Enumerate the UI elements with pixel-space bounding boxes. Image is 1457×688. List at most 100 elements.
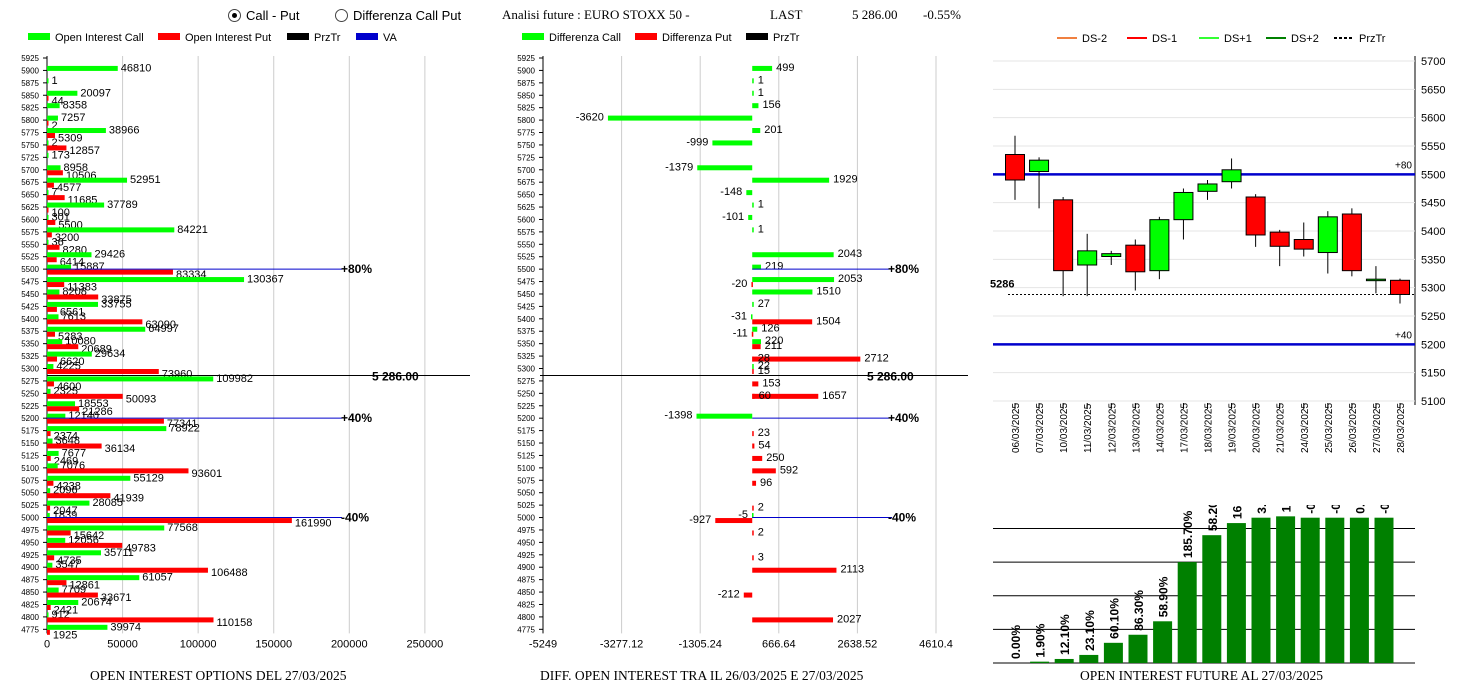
- call-bar: [47, 78, 49, 84]
- put-diff-bar: [752, 530, 754, 536]
- legend-label: Open Interest Call: [55, 32, 144, 44]
- call-bar: [47, 525, 165, 531]
- date-label: 18/03/2025: [1204, 403, 1215, 453]
- strike-label: 5225: [21, 402, 39, 411]
- call-value-label: 18553: [78, 398, 109, 410]
- call-value-label: 301: [52, 211, 70, 223]
- call-bar: [47, 65, 118, 71]
- legend-swatch: [28, 33, 50, 40]
- call-diff-value-label: -5: [738, 509, 748, 521]
- put-value-label: 4735: [57, 555, 81, 567]
- strike-label: 5600: [517, 215, 535, 224]
- put-diff-bar: [752, 555, 754, 561]
- legend-label: DS+2: [1291, 33, 1319, 45]
- strike-label: 4875: [21, 576, 39, 585]
- strike-label: 5300: [21, 365, 39, 374]
- strike-label: 5700: [21, 166, 39, 175]
- strike-label: 5050: [21, 489, 39, 498]
- call-bar: [47, 488, 51, 494]
- put-diff-bar: [752, 468, 776, 474]
- put-bar: [47, 170, 63, 176]
- strike-label: 5000: [517, 514, 535, 523]
- call-bar: [47, 128, 106, 134]
- future-bar: [1276, 516, 1296, 663]
- put-bar: [47, 406, 80, 412]
- future-bar: [1349, 517, 1369, 663]
- call-value-label: 78922: [169, 423, 200, 435]
- put-bar: [47, 530, 71, 536]
- call-bar: [47, 277, 245, 283]
- strike-label: 5750: [21, 141, 39, 150]
- put-value-label: 36134: [105, 443, 136, 455]
- call-bar: [47, 562, 53, 568]
- put-value-label: 15642: [74, 530, 105, 542]
- radio-differenza[interactable]: Differenza Call Put: [335, 8, 461, 23]
- strike-label: 5525: [21, 253, 39, 262]
- put-value-label: 5283: [58, 331, 82, 343]
- strike-label: 5075: [21, 476, 39, 485]
- x-tick-label: 666.64: [762, 638, 796, 650]
- put-diff-value-label: 153: [762, 377, 780, 389]
- footer-right: OPEN INTEREST FUTURE AL 27/03/2025: [1080, 668, 1324, 683]
- radio-call-put[interactable]: Call - Put: [228, 8, 299, 23]
- strike-label: 5075: [517, 476, 535, 485]
- strike-label: 5575: [517, 228, 535, 237]
- candle-body: [1173, 191, 1194, 221]
- put-diff-bar: [752, 505, 754, 511]
- call-bar: [47, 214, 49, 220]
- call-diff-value-label: -3620: [576, 112, 604, 124]
- strike-label: 5050: [517, 489, 535, 498]
- call-value-label: 39974: [110, 621, 141, 633]
- legend-label: Differenza Call: [549, 32, 621, 44]
- strike-label: 5125: [21, 451, 39, 460]
- put-diff-bar: [752, 344, 761, 350]
- call-bar: [47, 165, 61, 171]
- x-tick-label: 100000: [180, 638, 217, 650]
- strike-label: 5350: [517, 340, 535, 349]
- call-bar: [47, 177, 128, 183]
- strike-label: 4875: [517, 576, 535, 585]
- call-diff-bar: [752, 277, 835, 283]
- put-bar: [47, 182, 54, 188]
- strike-label: 5775: [21, 129, 39, 138]
- call-value-label: 28085: [92, 497, 123, 509]
- put-diff-bar: [743, 592, 753, 598]
- x-tick-label: -1305.24: [678, 638, 721, 650]
- put-diff-value-label: 23: [758, 427, 770, 439]
- level-label: +40: [1395, 330, 1412, 341]
- strike-label: 5725: [517, 153, 535, 162]
- bar-label: 185.70%: [1181, 510, 1195, 558]
- put-bar: [47, 344, 79, 350]
- put-bar: [47, 369, 159, 374]
- strike-label: 5275: [517, 377, 535, 386]
- put-bar: [47, 617, 214, 623]
- y-tick-label: 5350: [1421, 254, 1445, 266]
- put-bar: [47, 95, 49, 101]
- bar-label: 1.10%: [1280, 505, 1294, 512]
- call-value-label: 2: [52, 137, 58, 149]
- call-value-label: 7: [52, 187, 58, 199]
- put-diff-bar: [752, 431, 754, 437]
- call-bar: [47, 401, 76, 407]
- strike-label: 5025: [517, 501, 535, 510]
- put-bar: [47, 133, 56, 139]
- put-bar: [47, 505, 51, 511]
- put-value-label: 41939: [113, 493, 144, 505]
- call-bar: [47, 599, 79, 605]
- call-bar: [47, 103, 60, 109]
- strike-label: 5550: [21, 240, 39, 249]
- put-bar: [47, 207, 49, 213]
- strike-label: 5150: [21, 439, 39, 448]
- call-diff-value-label: 27: [758, 298, 770, 310]
- bar-label: 3.80%: [1255, 505, 1269, 514]
- call-diff-bar: [607, 115, 753, 121]
- put-bar: [47, 331, 55, 337]
- strike-label: 5675: [517, 178, 535, 187]
- put-diff-bar: [751, 331, 754, 337]
- call-value-label: 33755: [101, 298, 132, 310]
- call-diff-value-label: 201: [764, 124, 782, 136]
- put-value-label: 33671: [101, 592, 132, 604]
- strike-label: 4775: [517, 625, 535, 634]
- future-bar: [1374, 517, 1394, 663]
- footer-mid: DIFF. OPEN INTEREST TRA IL 26/03/2025 E …: [540, 668, 864, 683]
